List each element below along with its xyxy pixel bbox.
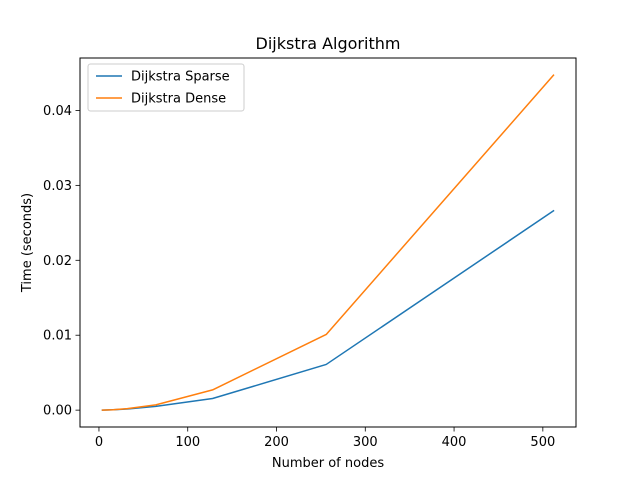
y-tick-label: 0.01	[43, 329, 72, 344]
x-tick-label: 100	[175, 435, 200, 450]
x-tick-label: 0	[95, 435, 103, 450]
chart-title: Dijkstra Algorithm	[256, 34, 401, 53]
legend-label-0: Dijkstra Sparse	[131, 70, 230, 85]
y-tick-label: 0.04	[43, 104, 72, 119]
x-tick-label: 500	[530, 435, 555, 450]
series-lines	[101, 74, 555, 411]
x-tick-label: 300	[353, 435, 378, 450]
x-tick-label: 400	[442, 435, 467, 450]
plot-frame	[79, 57, 577, 428]
y-tick-label: 0.00	[43, 404, 72, 419]
series-line-1	[101, 74, 555, 411]
y-axis-title: Time (seconds)	[20, 193, 35, 293]
x-axis-title: Number of nodes	[272, 456, 384, 471]
y-tick-label: 0.03	[43, 179, 72, 194]
legend: Dijkstra Sparse Dijkstra Dense	[87, 63, 245, 112]
series-line-0	[101, 209, 555, 411]
y-axis: 0.00 0.01 0.02 0.03 0.04	[43, 104, 80, 419]
y-tick-label: 0.02	[43, 254, 72, 269]
legend-label-1: Dijkstra Dense	[131, 92, 226, 107]
x-tick-label: 200	[264, 435, 289, 450]
legend-box	[87, 63, 245, 112]
x-axis: 0 100 200 300 400 500	[95, 427, 555, 450]
